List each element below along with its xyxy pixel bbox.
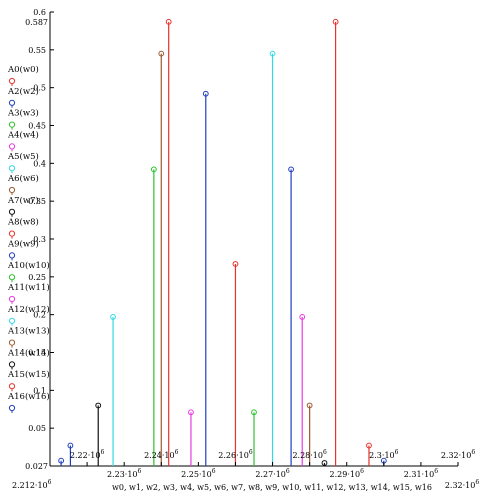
legend-entry-label: A13(w13) bbox=[7, 326, 50, 337]
x-tick-label: 2.3·106 bbox=[369, 449, 398, 460]
legend-marker-icon bbox=[8, 274, 16, 281]
x-tick-label: 2.23·106 bbox=[107, 468, 142, 479]
y-tick-label: 0.6 bbox=[33, 8, 46, 17]
legend-marker-icon bbox=[8, 383, 16, 390]
y-tick-label: 0.3 bbox=[33, 235, 46, 244]
stem-marker bbox=[150, 166, 157, 173]
legend-entry-label: A0(w0) bbox=[7, 64, 39, 75]
legend-marker-icon bbox=[8, 99, 16, 106]
legend-entry-label: A6(w6) bbox=[7, 173, 39, 184]
stem-marker bbox=[332, 18, 339, 25]
y-tick-label: 0.5 bbox=[33, 84, 46, 93]
x-axis-label: w0, w1, w2, w3, w4, w5, w6, w7, w8, w9, … bbox=[112, 483, 432, 492]
legend-entry-label: A12(w12) bbox=[7, 304, 50, 315]
stem-marker bbox=[366, 442, 372, 449]
legend-entry-label: A15(w15) bbox=[7, 369, 50, 380]
stem-marker bbox=[321, 460, 328, 466]
y-tick-label: 0.1 bbox=[33, 386, 46, 395]
legend-marker-icon bbox=[8, 361, 16, 368]
y-tick-label: 0.25 bbox=[28, 273, 46, 282]
x-right-marker: 2.32·106 bbox=[445, 479, 480, 490]
legend-entry-label: A14(w14) bbox=[7, 347, 50, 358]
legend-entry-label: A4(w4) bbox=[7, 129, 39, 140]
legend-marker-icon bbox=[8, 208, 16, 215]
stem-marker bbox=[269, 50, 276, 57]
legend-marker-icon bbox=[8, 339, 16, 346]
stem-marker bbox=[165, 18, 172, 25]
stem-marker bbox=[288, 166, 294, 173]
legend-marker-icon bbox=[8, 317, 16, 324]
legend-marker-icon bbox=[8, 143, 16, 150]
x-tick-label: 2.26·106 bbox=[218, 449, 253, 460]
stem-marker bbox=[299, 314, 306, 320]
stem-marker bbox=[188, 409, 194, 416]
legend-marker-icon bbox=[8, 295, 16, 303]
y-bottom-marker: 0.027 bbox=[25, 462, 48, 471]
stem-marker bbox=[58, 457, 65, 464]
legend-marker-icon bbox=[8, 404, 16, 412]
legend-entry-label: A11(w11) bbox=[7, 282, 50, 293]
x-tick-label: 2.29·106 bbox=[330, 468, 365, 479]
x-tick-label: 2.32·106 bbox=[441, 449, 476, 460]
legend-marker-icon bbox=[8, 165, 16, 172]
stem-marker bbox=[67, 442, 74, 449]
x-tick-label: 2.22·106 bbox=[70, 449, 105, 460]
legend-entry-label: A5(w5) bbox=[7, 151, 39, 162]
legend-entry-label: A8(w8) bbox=[7, 217, 39, 228]
y-tick-label: 0.2 bbox=[33, 311, 46, 320]
legend-marker-icon bbox=[8, 121, 16, 128]
legend-entry-label: A16(w16) bbox=[7, 391, 50, 402]
y-tick-label: 0.45 bbox=[28, 122, 46, 131]
legend-marker-icon bbox=[8, 186, 16, 194]
stem-series bbox=[58, 18, 387, 466]
axes bbox=[49, 12, 458, 467]
legend-entry-label: A9(w9) bbox=[7, 238, 39, 249]
stem-marker bbox=[110, 314, 116, 320]
x-tick-label: 2.31·106 bbox=[404, 468, 439, 479]
legend-entry-label: A10(w10) bbox=[7, 260, 50, 271]
y-axis-ticks: 0.05 0.1 0.15 0.2 0.25 0.3 0.35 0.4 0.45 0.5 0.55 0… bbox=[25, 8, 54, 471]
y-tick-label: 0.55 bbox=[28, 46, 46, 55]
y-tick-label: 0.4 bbox=[33, 159, 46, 168]
legend-entry-label: A2(w2) bbox=[7, 86, 39, 97]
stem-marker bbox=[232, 261, 239, 267]
stem-marker bbox=[251, 409, 257, 416]
legend-marker-icon bbox=[8, 230, 16, 237]
legend-entry-label: A3(w3) bbox=[7, 108, 39, 119]
y-tick-label: 0.35 bbox=[28, 197, 46, 206]
y-top-marker: 0.587 bbox=[25, 18, 48, 27]
legend-marker-icon bbox=[8, 77, 16, 85]
y-tick-label: 0.15 bbox=[28, 349, 46, 358]
x-tick-label: 2.25·106 bbox=[181, 468, 216, 479]
x-tick-label: 2.27·106 bbox=[255, 468, 290, 479]
y-tick-label: 0.05 bbox=[28, 424, 46, 433]
x-left-marker: 2.212·106 bbox=[12, 479, 52, 490]
legend-entry-label: A7(w7) bbox=[7, 195, 39, 206]
stem-marker bbox=[158, 50, 165, 57]
x-tick-label: 2.24·106 bbox=[144, 449, 179, 460]
stem-marker bbox=[95, 402, 102, 409]
stem-marker bbox=[306, 402, 313, 409]
x-tick-label: 2.28·106 bbox=[292, 449, 327, 460]
legend-marker-icon bbox=[8, 252, 16, 259]
stem-marker bbox=[202, 90, 209, 97]
legend: A0(w0) A2(w2) A3(w3) A4(w4) A5(w5) A6(w6) A7(w… bbox=[7, 64, 50, 413]
x-axis-ticks: 2.22·106 2.24·106 2.26·106 2.28·106 2.3·106 2… bbox=[12, 449, 479, 490]
